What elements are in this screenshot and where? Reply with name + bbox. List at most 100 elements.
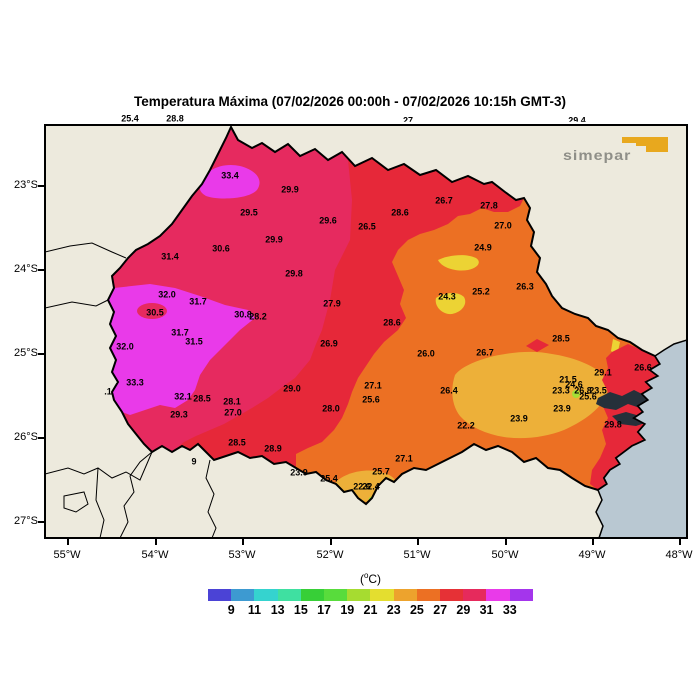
colorbar-value: 17 [317, 603, 332, 617]
station-value: 31.7 [189, 296, 207, 307]
station-value: 32.0 [116, 341, 134, 352]
x-tick [417, 538, 419, 545]
station-value: 28.8 [166, 113, 184, 124]
x-tick [155, 538, 157, 545]
station-value: 30.8 [234, 309, 252, 320]
station-value: 29.8 [604, 419, 622, 430]
station-value: 22.2 [457, 420, 475, 431]
station-value: 26.7 [435, 195, 453, 206]
station-value: 27.8 [480, 200, 498, 211]
y-tick-label: 27°S [14, 515, 38, 527]
station-value: 22.4 [362, 481, 380, 492]
x-tick-label: 54°W [141, 549, 169, 561]
station-value: 29.9 [281, 184, 299, 195]
atlantic-ocean [595, 339, 687, 538]
station-value: 32.0 [158, 289, 176, 300]
x-tick [679, 538, 681, 545]
colorbar-value: 29 [456, 603, 471, 617]
simepar-logo: simepar [563, 136, 673, 168]
y-tick-label: 24°S [14, 263, 38, 275]
station-value: 25.2 [472, 286, 490, 297]
colorbar-value: 33 [502, 603, 517, 617]
station-value: 28.2 [249, 311, 267, 322]
station-value: 29.3 [170, 409, 188, 420]
band-31-33-nw-blob [199, 164, 260, 199]
station-value: 24.3 [438, 291, 456, 302]
station-value: 27.0 [224, 407, 242, 418]
colorbar-value: 19 [340, 603, 355, 617]
station-value: 31.7 [171, 327, 189, 338]
page-title: Temperatura Máxima (07/02/2026 00:00h - … [134, 94, 566, 109]
station-value: 27.1 [395, 453, 413, 464]
colorbar-segment [231, 589, 255, 601]
station-value: 28.0 [322, 403, 340, 414]
x-tick-label: 52°W [316, 549, 344, 561]
station-value: 33.3 [126, 377, 144, 388]
station-value: .1 [104, 386, 112, 397]
station-value: 32.1 [174, 391, 192, 402]
colorbar-value: 21 [363, 603, 378, 617]
colorbar [208, 589, 533, 601]
station-value: 29.4 [568, 115, 586, 126]
colorbar-segment [509, 589, 533, 601]
station-value: 25.4 [320, 473, 338, 484]
colorbar-segment [208, 589, 232, 601]
x-tick [67, 538, 69, 545]
station-value: 27 [402, 115, 414, 126]
station-value: 9 [191, 456, 197, 467]
station-value: 27.9 [323, 298, 341, 309]
x-tick-label: 48°W [665, 549, 693, 561]
station-value: 30.5 [146, 307, 164, 318]
station-value: 26.0 [417, 348, 435, 359]
colorbar-segment [347, 589, 371, 601]
station-value: 23.9 [290, 467, 308, 478]
colorbar-value: 13 [270, 603, 285, 617]
station-value: 26.3 [516, 281, 534, 292]
colorbar-value: 9 [227, 603, 235, 617]
x-tick-label: 51°W [403, 549, 431, 561]
colorbar-segment [486, 589, 510, 601]
station-value: 26.5 [358, 221, 376, 232]
station-value: 26.4 [440, 385, 458, 396]
station-value: 24.9 [474, 242, 492, 253]
colorbar-value: 25 [409, 603, 424, 617]
station-value: 25.6 [362, 394, 380, 405]
station-value: 28.5 [228, 437, 246, 448]
station-value: 22.6 [353, 481, 371, 492]
station-value: 28.9 [264, 443, 282, 454]
colorbar-value: 15 [293, 603, 308, 617]
y-tick [38, 521, 45, 523]
map-frame [44, 124, 688, 539]
station-value: 28.5 [552, 333, 570, 344]
colorbar-segment [277, 589, 301, 601]
colorbar-value: 31 [479, 603, 494, 617]
station-value: 25.6 [579, 391, 597, 402]
station-value: 23.9 [553, 403, 571, 414]
station-value: 26.7 [476, 347, 494, 358]
y-tick-label: 25°S [14, 347, 38, 359]
x-tick-label: 49°W [578, 549, 606, 561]
x-tick-label: 55°W [53, 549, 81, 561]
station-value: 28.1 [223, 396, 241, 407]
y-tick [38, 185, 45, 187]
colorbar-unit: (oC) [359, 571, 382, 586]
station-value: 21.5 [559, 374, 577, 385]
station-value: 31.4 [161, 251, 179, 262]
simepar-logo-glyph [622, 137, 668, 152]
station-value: 33.4 [221, 170, 239, 181]
x-tick-label: 50°W [491, 549, 519, 561]
station-value: 28.6 [391, 207, 409, 218]
station-value: 23.9 [510, 413, 528, 424]
colorbar-value: 23 [386, 603, 401, 617]
station-value: 28.5 [193, 393, 211, 404]
colorbar-segment [324, 589, 348, 601]
band-23-25-se [452, 351, 608, 439]
station-value: 30.6 [212, 243, 230, 254]
station-value: 29.5 [240, 207, 258, 218]
station-value: 28.6 [383, 317, 401, 328]
x-tick-label: 53°W [228, 549, 256, 561]
paranagua-bay [596, 390, 650, 410]
station-value: 29.6 [319, 215, 337, 226]
colorbar-segment [440, 589, 464, 601]
